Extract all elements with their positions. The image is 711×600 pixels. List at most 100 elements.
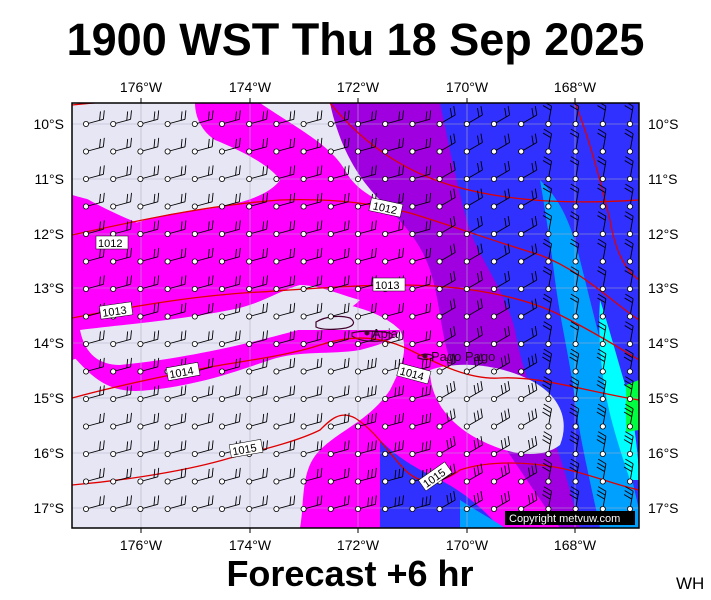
wind-barb xyxy=(164,330,187,347)
wind-barb xyxy=(409,275,432,292)
wind-barb xyxy=(137,357,160,375)
wind-barb xyxy=(597,128,607,155)
wind-barb xyxy=(300,495,323,512)
wind-barb xyxy=(246,165,268,182)
lat-tick-label: 14°S xyxy=(648,335,679,351)
wind-barb xyxy=(191,247,214,265)
wind-barb xyxy=(164,385,187,402)
wind-barb xyxy=(218,330,241,347)
lat-tick-label: 12°S xyxy=(648,226,679,242)
wind-barb xyxy=(518,436,538,457)
wind-barb xyxy=(218,165,241,182)
wind-barb xyxy=(490,106,511,128)
wind-barb xyxy=(518,133,538,155)
isobar-label: 1015 xyxy=(232,442,258,458)
wind-barb xyxy=(110,495,132,512)
lat-tick-label: 10°S xyxy=(33,116,64,132)
place-label-pago-pago: Pago Pago xyxy=(431,349,495,364)
lon-tick-label: 172°W xyxy=(337,537,380,553)
wind-barb xyxy=(83,440,105,457)
lat-tick-label: 14°S xyxy=(33,335,64,351)
lat-tick-label: 10°S xyxy=(648,116,679,132)
wind-barb xyxy=(218,220,241,237)
wind-barb xyxy=(624,103,634,128)
wind-barb xyxy=(624,211,634,237)
wind-barb xyxy=(273,165,296,182)
wind-barb xyxy=(436,216,456,237)
wind-barb xyxy=(137,137,160,155)
wind-barb xyxy=(354,357,377,375)
wind-barb xyxy=(409,192,432,210)
wind-barb xyxy=(273,302,296,320)
wind-barb xyxy=(518,243,538,265)
wind-barb xyxy=(273,275,296,292)
wind-barb xyxy=(436,106,456,128)
wind-barb xyxy=(490,298,511,320)
wind-barb xyxy=(409,330,432,347)
wind-barb xyxy=(300,440,323,457)
wind-barb xyxy=(273,495,296,512)
wind-barb xyxy=(191,137,214,155)
lon-tick-label: 174°W xyxy=(229,537,272,553)
wind-barb xyxy=(624,128,634,155)
wind-barb xyxy=(518,463,538,485)
lon-tick-label: 174°W xyxy=(229,79,272,95)
wind-barb xyxy=(490,326,511,347)
wind-barb xyxy=(409,220,432,237)
isobar-label: 1014 xyxy=(169,365,195,381)
wind-barb xyxy=(597,321,607,347)
wind-barb xyxy=(83,110,105,128)
wind-barb xyxy=(191,495,214,512)
wind-barb xyxy=(409,165,432,182)
wind-barb xyxy=(490,161,511,182)
wind-barb xyxy=(354,495,377,512)
wind-barbs xyxy=(83,103,634,512)
wind-barb xyxy=(596,403,607,430)
wind-barb xyxy=(83,357,105,375)
wind-barb xyxy=(570,321,580,347)
wind-barb xyxy=(623,431,634,457)
wind-barb xyxy=(110,220,132,237)
wind-barb xyxy=(218,357,241,375)
wind-barb xyxy=(137,165,160,182)
wind-barb xyxy=(110,165,132,182)
copyright-text: Copyright metvuw.com xyxy=(509,513,620,525)
lat-tick-label: 16°S xyxy=(33,445,64,461)
wind-barb xyxy=(490,408,511,430)
wind-barb xyxy=(300,247,323,265)
region-code: WH xyxy=(676,574,705,593)
wind-barb xyxy=(300,220,323,237)
wind-barb xyxy=(490,243,511,265)
forecast-title: 1900 WST Thu 18 Sep 2025 xyxy=(66,14,645,65)
wind-barb xyxy=(137,467,160,485)
wind-barb xyxy=(354,330,377,347)
wind-barb xyxy=(518,298,538,320)
isobar-label: 1013 xyxy=(102,305,128,320)
wind-barb xyxy=(327,330,350,347)
lat-tick-label: 11°S xyxy=(35,171,64,187)
wind-barb xyxy=(354,412,377,430)
wind-barb xyxy=(623,458,634,485)
wind-barb xyxy=(191,330,214,347)
lat-tick-label: 11°S xyxy=(648,171,677,187)
wind-barb xyxy=(246,137,268,155)
wind-barb xyxy=(409,302,432,320)
wind-barb xyxy=(164,192,187,210)
wind-barb xyxy=(436,298,456,320)
wind-barb xyxy=(246,247,268,265)
wind-barb xyxy=(463,216,483,237)
lon-tick-label: 176°W xyxy=(120,537,163,553)
wind-barb xyxy=(191,220,214,237)
wind-barb xyxy=(518,188,538,210)
wind-barb xyxy=(218,137,241,155)
place-markers: Apia Pago Pago xyxy=(364,326,495,364)
wind-barb xyxy=(542,376,552,402)
wind-barb xyxy=(409,137,432,155)
wind-barb xyxy=(382,220,404,237)
wind-barb xyxy=(246,467,268,485)
wind-barb xyxy=(570,103,580,128)
wind-barb xyxy=(300,385,323,402)
wind-barb xyxy=(624,238,634,265)
wind-barb xyxy=(382,302,404,320)
